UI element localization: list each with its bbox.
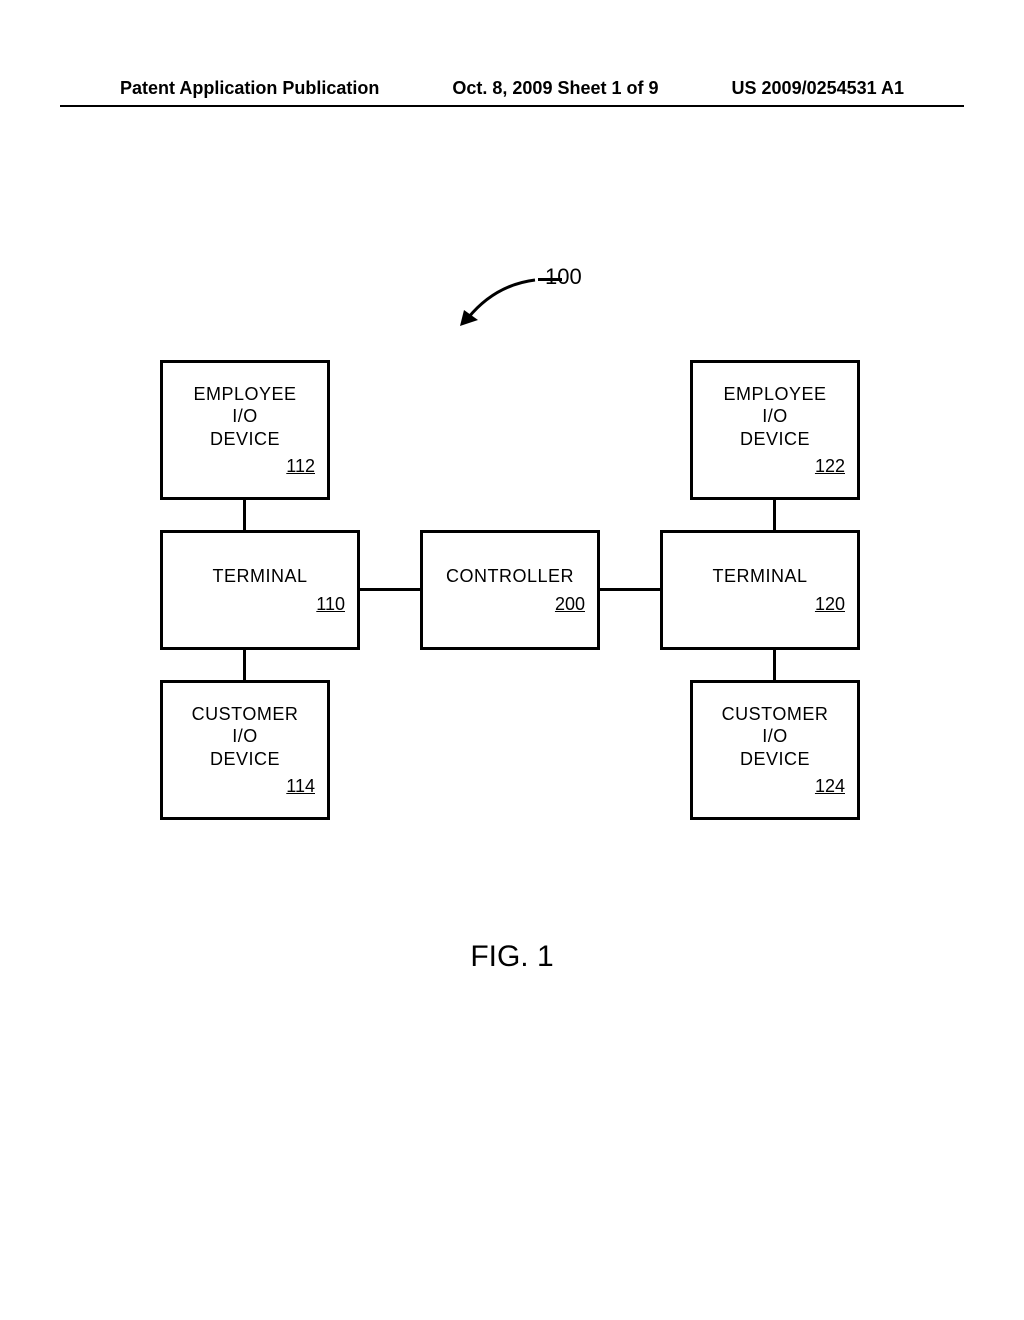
- node-cust_io_1: CUSTOMERI/ODEVICE 114: [160, 680, 330, 820]
- node-label: TERMINAL: [212, 565, 307, 588]
- node-label: I/O: [232, 405, 258, 428]
- node-label: EMPLOYEE: [723, 383, 826, 406]
- node-cust_io_2: CUSTOMERI/ODEVICE124: [690, 680, 860, 820]
- node-label: I/O: [762, 405, 788, 428]
- node-label: I/O: [762, 725, 788, 748]
- system-diagram: 100 EMPLOYEEI/ODEVICE112EMPLOYEEI/ODEVIC…: [130, 270, 890, 870]
- node-label: CUSTOMER: [722, 703, 829, 726]
- node-ref-number: 110: [316, 594, 345, 615]
- node-label: EMPLOYEE: [193, 383, 296, 406]
- edge-emp_io_2-term_2: [773, 500, 776, 530]
- node-label: CONTROLLER: [446, 565, 574, 588]
- node-term_2: TERMINAL 120: [660, 530, 860, 650]
- header-rule: [60, 105, 964, 107]
- edge-term_2-cust_io_2: [773, 650, 776, 680]
- node-emp_io_1: EMPLOYEEI/ODEVICE 112: [160, 360, 330, 500]
- node-label: DEVICE: [210, 428, 280, 451]
- node-controller: CONTROLLER 200: [420, 530, 600, 650]
- node-ref-number: 112: [286, 456, 315, 477]
- node-label: I/O: [232, 725, 258, 748]
- edge-term_1-cust_io_1: [243, 650, 246, 680]
- header-center: Oct. 8, 2009 Sheet 1 of 9: [452, 78, 658, 99]
- node-label: CUSTOMER: [192, 703, 299, 726]
- node-label: TERMINAL: [712, 565, 807, 588]
- system-ref-number: 100: [545, 264, 582, 290]
- node-label: DEVICE: [740, 428, 810, 451]
- node-ref-number: 122: [815, 456, 845, 477]
- node-ref-number: 114: [286, 776, 315, 797]
- edge-emp_io_1-term_1: [243, 500, 246, 530]
- edge-term_1-controller: [360, 588, 420, 591]
- header-left: Patent Application Publication: [120, 78, 379, 99]
- node-ref-number: 124: [815, 776, 845, 797]
- node-emp_io_2: EMPLOYEEI/ODEVICE122: [690, 360, 860, 500]
- node-label: DEVICE: [210, 748, 280, 771]
- figure-label: FIG. 1: [0, 940, 1024, 974]
- node-ref-number: 200: [555, 594, 585, 615]
- node-term_1: TERMINAL 110: [160, 530, 360, 650]
- node-label: DEVICE: [740, 748, 810, 771]
- node-ref-number: 120: [815, 594, 845, 615]
- page-header: Patent Application Publication Oct. 8, 2…: [0, 78, 1024, 99]
- edge-controller-term_2: [600, 588, 660, 591]
- header-right: US 2009/0254531 A1: [732, 78, 904, 99]
